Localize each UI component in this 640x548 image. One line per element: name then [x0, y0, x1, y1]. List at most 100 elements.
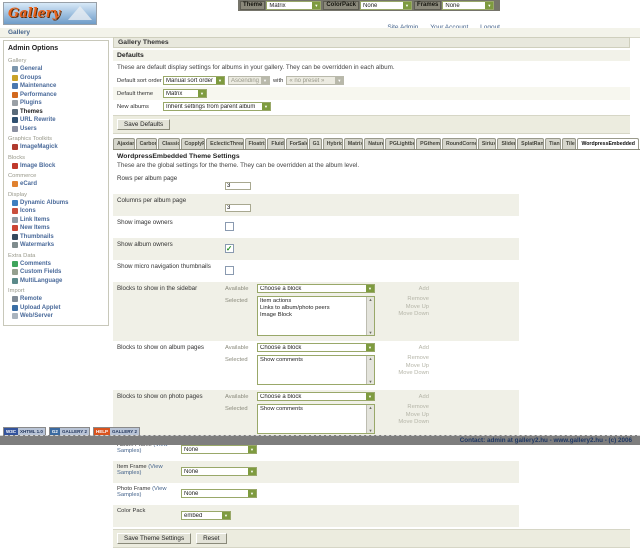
gallery-logo[interactable]: Gallery: [3, 2, 97, 25]
columns-per-album-page-input[interactable]: [225, 204, 251, 212]
block-option-item-actions[interactable]: Item actions: [260, 298, 292, 304]
block-option-show-comments[interactable]: Show comments: [260, 406, 303, 412]
frames-switcher-select[interactable]: None ▼: [442, 1, 495, 10]
show-micro-navigation-thumbnails-checkbox[interactable]: [225, 266, 234, 275]
sidebar-item-upload-applet[interactable]: Upload Applet: [4, 304, 108, 313]
tab-nature[interactable]: Nature: [364, 138, 385, 149]
sidebar-item-imagemagick[interactable]: ImageMagick: [4, 143, 108, 152]
move-down-button[interactable]: Move Down: [398, 370, 429, 376]
tab-roundcorners[interactable]: RoundCorners: [441, 138, 477, 149]
sidebar-item-web-server[interactable]: Web/Server: [4, 312, 108, 321]
breadcrumb-gallery-link[interactable]: Gallery: [8, 29, 31, 36]
tab-g1[interactable]: G1: [308, 138, 322, 149]
scroll-down-icon[interactable]: ▼: [368, 379, 373, 384]
tab-copplyft[interactable]: CopplyFt: [180, 138, 206, 149]
move-up-button[interactable]: Move Up: [405, 411, 429, 418]
sidebar-item-image-block[interactable]: Image Block: [4, 162, 108, 171]
show-album-owners-checkbox[interactable]: [225, 244, 234, 253]
new-albums-select[interactable]: Inherit settings from parent album ▼: [163, 102, 271, 111]
save-defaults-button[interactable]: Save Defaults: [117, 119, 171, 130]
tab-forsale[interactable]: ForSale: [285, 138, 308, 149]
colorpack-switcher-select[interactable]: None ▼: [360, 1, 413, 10]
blocks-to-show-in-the-sidebar-available-select[interactable]: Choose a block ▼: [257, 284, 375, 293]
sidebar-item-url-rewrite[interactable]: URL Rewrite: [4, 116, 108, 125]
sidebar-item-plugins[interactable]: Plugins: [4, 99, 108, 108]
tab-hybrid[interactable]: Hybrid: [322, 138, 343, 149]
sidebar-item-ecard[interactable]: eCard: [4, 180, 108, 189]
sidebar-item-link-items[interactable]: Link Items: [4, 216, 108, 225]
default-theme-select[interactable]: Matrix ▼: [163, 89, 207, 98]
tab-splatrang[interactable]: SplatRang: [517, 138, 545, 149]
tab-wordpressembedded[interactable]: WordpressEmbedded: [577, 138, 639, 149]
tab-pglightbox[interactable]: PGLightbox: [385, 138, 416, 149]
selected-blocks-list[interactable]: Show comments ▲ ▼: [257, 355, 375, 385]
view-samples-link[interactable]: (View Samples): [117, 464, 163, 476]
block-option-image-block[interactable]: Image Block: [260, 312, 292, 318]
default-sort-order-select[interactable]: Manual sort order ▼: [163, 76, 225, 85]
remove-button[interactable]: Remove: [407, 404, 429, 410]
theme-switcher-select[interactable]: Matrix ▼: [266, 1, 322, 10]
tab-slider[interactable]: Slider: [497, 138, 517, 149]
sidebar-item-watermarks[interactable]: Watermarks: [4, 241, 108, 250]
site-admin-link[interactable]: Site Admin: [387, 24, 418, 31]
move-up-button[interactable]: Move Up: [405, 303, 429, 310]
scroll-down-icon[interactable]: ▼: [368, 428, 373, 433]
tab-floatrix[interactable]: Floatrix: [244, 138, 267, 149]
sidebar-item-comments[interactable]: Comments: [4, 260, 108, 269]
sidebar-item-maintenance[interactable]: Maintenance: [4, 82, 108, 91]
move-down-button[interactable]: Move Down: [398, 311, 429, 317]
blocks-to-show-on-photo-pages-available-select[interactable]: Choose a block ▼: [257, 392, 375, 401]
your-account-link[interactable]: Your Account: [430, 24, 468, 31]
color-pack-select[interactable]: embed ▼: [181, 511, 231, 521]
save-theme-settings-button[interactable]: Save Theme Settings: [117, 533, 192, 544]
scroll-up-icon[interactable]: ▲: [368, 356, 373, 361]
sidebar-item-icons[interactable]: Icons: [4, 207, 108, 216]
logout-link[interactable]: Logout: [480, 24, 500, 31]
listbox-scrollbar[interactable]: ▲ ▼: [366, 356, 374, 384]
tab-tian[interactable]: Tian: [545, 138, 561, 149]
tab-siriux[interactable]: Siriux: [477, 138, 497, 149]
add-button[interactable]: Add: [418, 394, 429, 400]
sidebar-item-new-items[interactable]: New Items: [4, 224, 108, 233]
rows-per-album-page-input[interactable]: [225, 182, 251, 190]
block-option-show-comments[interactable]: Show comments: [260, 357, 303, 363]
tab-carbon[interactable]: Carbon: [135, 138, 158, 149]
sidebar-item-thumbnails[interactable]: Thumbnails: [4, 233, 108, 242]
move-down-button[interactable]: Move Down: [398, 419, 429, 425]
sidebar-item-dynamic-albums[interactable]: Dynamic Albums: [4, 199, 108, 208]
tab-eclecticthreads[interactable]: EclecticThreads: [206, 138, 244, 149]
sidebar-item-multilanguage[interactable]: MultiLanguage: [4, 277, 108, 286]
add-button[interactable]: Add: [418, 345, 429, 351]
selected-blocks-list[interactable]: Item actions Links to album/photo peers Im…: [257, 296, 375, 336]
selected-blocks-list[interactable]: Show comments ▲ ▼: [257, 404, 375, 434]
remove-button[interactable]: Remove: [407, 296, 429, 302]
sidebar-item-remote[interactable]: Remote: [4, 295, 108, 304]
sidebar-item-general[interactable]: General: [4, 65, 108, 74]
reset-button[interactable]: Reset: [196, 533, 227, 544]
blocks-to-show-on-album-pages-available-select[interactable]: Choose a block ▼: [257, 343, 375, 352]
tab-classic[interactable]: Classic: [158, 138, 180, 149]
tab-ajaxian[interactable]: Ajaxian: [113, 138, 135, 149]
scroll-down-icon[interactable]: ▼: [368, 330, 373, 335]
scroll-up-icon[interactable]: ▲: [368, 405, 373, 410]
item-frame-select[interactable]: None ▼: [181, 467, 257, 477]
add-button[interactable]: Add: [418, 286, 429, 292]
sidebar-item-themes[interactable]: Themes: [4, 108, 108, 117]
listbox-scrollbar[interactable]: ▲ ▼: [366, 405, 374, 433]
sidebar-item-users[interactable]: Users: [4, 125, 108, 134]
move-up-button[interactable]: Move Up: [405, 362, 429, 369]
tab-fluid[interactable]: Fluid: [267, 138, 285, 149]
sidebar-item-custom-fields[interactable]: Custom Fields: [4, 268, 108, 277]
tab-matrix[interactable]: Matrix: [343, 138, 364, 149]
show-image-owners-checkbox[interactable]: [225, 222, 234, 231]
remove-button[interactable]: Remove: [407, 355, 429, 361]
tab-tile[interactable]: Tile: [561, 138, 577, 149]
tab-pgtheme[interactable]: PGtheme: [416, 138, 441, 149]
listbox-scrollbar[interactable]: ▲ ▼: [366, 297, 374, 335]
block-option-links-to-album-photo-peers[interactable]: Links to album/photo peers: [260, 305, 330, 311]
sidebar-item-groups[interactable]: Groups: [4, 74, 108, 83]
photo-frame-select[interactable]: None ▼: [181, 489, 257, 499]
sidebar-item-performance[interactable]: Performance: [4, 91, 108, 100]
view-samples-link[interactable]: (View Samples): [117, 486, 167, 498]
album-frame-select[interactable]: None ▼: [181, 445, 257, 455]
